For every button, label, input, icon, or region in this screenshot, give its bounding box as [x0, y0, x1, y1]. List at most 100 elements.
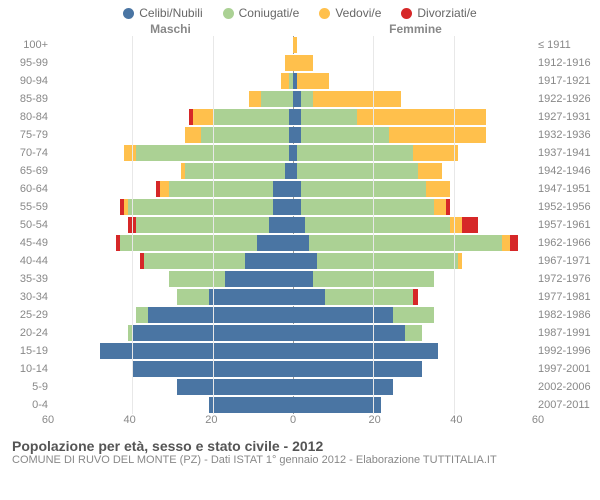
bar-male [52, 163, 293, 179]
age-row [52, 396, 534, 414]
y-tick-birth: 2007-2011 [538, 396, 600, 414]
bar-segment [502, 235, 510, 251]
bar-segment [293, 91, 301, 107]
bar-male [52, 55, 293, 71]
legend-item: Divorziati/e [401, 6, 476, 20]
y-axis-left: 100+95-9990-9485-8980-8475-7970-7465-696… [0, 36, 52, 414]
legend-swatch [123, 8, 134, 19]
y-tick-birth: 1962-1966 [538, 234, 600, 252]
y-tick-age: 40-44 [0, 252, 48, 270]
bar-segment [225, 271, 293, 287]
age-row [52, 252, 534, 270]
y-tick-birth: 1967-1971 [538, 252, 600, 270]
bar-segment [209, 289, 293, 305]
bar-segment [293, 253, 317, 269]
bar-segment [293, 235, 309, 251]
legend-item: Vedovi/e [319, 6, 381, 20]
legend-swatch [223, 8, 234, 19]
y-tick-birth: 1932-1936 [538, 126, 600, 144]
bar-female [293, 307, 534, 323]
y-tick-age: 5-9 [0, 378, 48, 396]
bar-segment [293, 127, 301, 143]
gridline [132, 36, 133, 414]
y-axis-right: ≤ 19111912-19161917-19211922-19261927-19… [534, 36, 600, 414]
bar-female [293, 163, 534, 179]
bar-segment [293, 397, 381, 413]
bar-segment [128, 199, 273, 215]
bar-segment [293, 55, 313, 71]
bar-segment [301, 109, 357, 125]
y-tick-birth: 1937-1941 [538, 144, 600, 162]
gridline [373, 36, 374, 414]
age-row [52, 54, 534, 72]
bar-male [52, 73, 293, 89]
x-tick: 20 [369, 414, 381, 426]
y-tick-age: 100+ [0, 36, 48, 54]
bar-female [293, 145, 534, 161]
bar-female [293, 289, 534, 305]
bar-female [293, 181, 534, 197]
y-tick-age: 80-84 [0, 108, 48, 126]
bar-male [52, 199, 293, 215]
bar-segment [301, 199, 434, 215]
bar-female [293, 325, 534, 341]
bar-male [52, 307, 293, 323]
age-row [52, 288, 534, 306]
bar-female [293, 397, 534, 413]
bar-segment [434, 199, 446, 215]
bar-segment [169, 271, 225, 287]
bar-segment [177, 289, 209, 305]
y-tick-age: 55-59 [0, 198, 48, 216]
bar-segment [293, 109, 301, 125]
bar-segment [144, 253, 244, 269]
legend-swatch [401, 8, 412, 19]
age-row [52, 270, 534, 288]
bar-segment [293, 199, 301, 215]
y-tick-birth: 1957-1961 [538, 216, 600, 234]
bar-segment [309, 235, 502, 251]
bar-segment [313, 91, 401, 107]
age-row [52, 378, 534, 396]
bar-segment [201, 127, 289, 143]
bar-male [52, 253, 293, 269]
bar-female [293, 127, 534, 143]
y-tick-birth: 2002-2006 [538, 378, 600, 396]
chart-title: Popolazione per età, sesso e stato civil… [12, 438, 600, 454]
bar-segment [389, 127, 485, 143]
y-tick-age: 75-79 [0, 126, 48, 144]
age-row [52, 306, 534, 324]
age-row [52, 342, 534, 360]
age-row [52, 90, 534, 108]
bar-segment [160, 181, 168, 197]
y-tick-birth: 1922-1926 [538, 90, 600, 108]
age-row [52, 36, 534, 54]
bar-segment [297, 73, 329, 89]
bar-segment [405, 325, 421, 341]
bar-segment [462, 217, 478, 233]
bar-segment [418, 163, 442, 179]
bar-segment [177, 379, 293, 395]
y-tick-age: 10-14 [0, 360, 48, 378]
bar-segment [293, 343, 438, 359]
gridline [213, 36, 214, 414]
bar-male [52, 235, 293, 251]
bar-female [293, 343, 534, 359]
bar-segment [413, 145, 457, 161]
bar-segment [393, 307, 433, 323]
y-tick-birth: 1982-1986 [538, 306, 600, 324]
bar-segment [413, 289, 417, 305]
y-tick-birth: 1952-1956 [538, 198, 600, 216]
age-row [52, 162, 534, 180]
chart-subtitle: COMUNE DI RUVO DEL MONTE (PZ) - Dati IST… [12, 454, 600, 466]
y-tick-age: 15-19 [0, 342, 48, 360]
bar-segment [293, 37, 297, 53]
y-tick-birth: ≤ 1911 [538, 36, 600, 54]
y-tick-birth: 1912-1916 [538, 54, 600, 72]
bar-segment [148, 307, 293, 323]
bar-male [52, 289, 293, 305]
y-tick-birth: 1947-1951 [538, 180, 600, 198]
bar-segment [293, 289, 325, 305]
y-tick-birth: 1972-1976 [538, 270, 600, 288]
y-tick-birth: 1997-2001 [538, 360, 600, 378]
bar-male [52, 325, 293, 341]
